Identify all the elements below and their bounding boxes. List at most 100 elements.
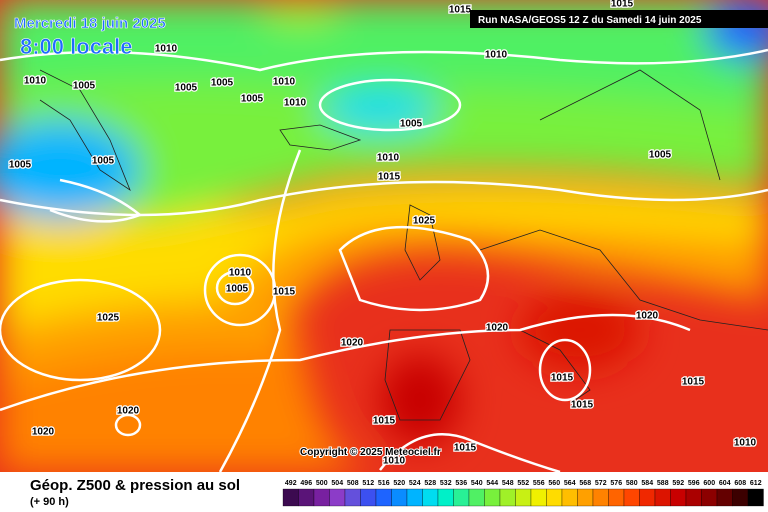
legend-title: Géop. Z500 & pression au sol bbox=[30, 477, 240, 494]
isobar-label: 1005 bbox=[241, 94, 264, 105]
scale-label: 584 bbox=[641, 480, 653, 487]
scale-label: 612 bbox=[750, 480, 762, 487]
isobar-label: 1005 bbox=[226, 284, 249, 295]
scale-label: 588 bbox=[657, 480, 669, 487]
scale-swatch bbox=[546, 488, 563, 507]
scale-label: 592 bbox=[672, 480, 684, 487]
isobar-label: 1015 bbox=[273, 287, 296, 298]
scale-swatch bbox=[561, 488, 578, 507]
isobar-label: 1015 bbox=[449, 5, 472, 16]
scale-swatch bbox=[484, 488, 501, 507]
isobar-label: 1005 bbox=[92, 156, 115, 167]
scale-label: 564 bbox=[564, 480, 576, 487]
scale-label: 508 bbox=[347, 480, 359, 487]
scale-swatch bbox=[453, 488, 470, 507]
scale-label: 552 bbox=[517, 480, 529, 487]
scale-label: 544 bbox=[486, 480, 498, 487]
isobar-label: 1005 bbox=[175, 83, 198, 94]
isobar-label: 1010 bbox=[377, 153, 400, 164]
scale-swatch bbox=[344, 488, 361, 507]
scale-swatch bbox=[577, 488, 594, 507]
scale-swatch bbox=[608, 488, 625, 507]
isobar-label: 1005 bbox=[211, 78, 234, 89]
isobar-label: 1020 bbox=[636, 311, 659, 322]
scale-label: 576 bbox=[610, 480, 622, 487]
isobar-label: 1025 bbox=[413, 216, 436, 227]
scale-swatch bbox=[499, 488, 516, 507]
isobar-label: 1015 bbox=[551, 373, 574, 384]
isobar-label: 1025 bbox=[97, 313, 120, 324]
scale-label: 528 bbox=[424, 480, 436, 487]
isobars bbox=[0, 48, 768, 474]
isobar-label: 1010 bbox=[485, 50, 508, 61]
isobar-label: 1020 bbox=[486, 323, 509, 334]
scale-swatch bbox=[360, 488, 377, 507]
scale-swatch bbox=[329, 488, 346, 507]
scale-label: 520 bbox=[393, 480, 405, 487]
scale-swatch bbox=[468, 488, 485, 507]
isobar-label: 1015 bbox=[373, 416, 396, 427]
scale-swatch bbox=[298, 488, 315, 507]
scale-label: 608 bbox=[734, 480, 746, 487]
forecast-time: 8:00 locale bbox=[20, 34, 133, 59]
scale-label: 572 bbox=[595, 480, 607, 487]
scale-swatch bbox=[701, 488, 718, 507]
copyright: Copyright © 2025 Meteociel.fr bbox=[300, 447, 441, 458]
scale-swatch bbox=[391, 488, 408, 507]
coastlines bbox=[39, 69, 768, 421]
isobar-labels: 1015 1015 1010 1010 1005 1005 1005 1010 1005 1010… bbox=[8, 0, 758, 468]
scale-label: 504 bbox=[331, 480, 343, 487]
scale-label: 568 bbox=[579, 480, 591, 487]
isobar-label: 1015 bbox=[454, 443, 477, 454]
scale-label: 548 bbox=[502, 480, 514, 487]
scale-swatch bbox=[282, 488, 299, 507]
scale-swatch bbox=[670, 488, 687, 507]
isobar-label: 1020 bbox=[32, 427, 55, 438]
scale-label: 516 bbox=[378, 480, 390, 487]
scale-label: 532 bbox=[440, 480, 452, 487]
scale-swatch bbox=[654, 488, 671, 507]
scale-label: 536 bbox=[455, 480, 467, 487]
scale-swatch bbox=[375, 488, 392, 507]
isobar-label: 1010 bbox=[273, 77, 296, 88]
scale-label: 496 bbox=[300, 480, 312, 487]
map-background bbox=[0, 0, 768, 472]
scale-label: 596 bbox=[688, 480, 700, 487]
isobar-label: 1005 bbox=[649, 150, 672, 161]
isobar-label: 1020 bbox=[117, 406, 140, 417]
scale-label: 556 bbox=[533, 480, 545, 487]
isobar-label: 1015 bbox=[378, 172, 401, 183]
scale-label: 492 bbox=[285, 480, 297, 487]
scale-swatch bbox=[422, 488, 439, 507]
isobar-label: 1015 bbox=[611, 0, 634, 10]
scale-label: 500 bbox=[316, 480, 328, 487]
scale-label: 524 bbox=[409, 480, 421, 487]
isobar-label: 1015 bbox=[571, 400, 594, 411]
isobar-label: 1020 bbox=[341, 338, 364, 349]
scale-label: 560 bbox=[548, 480, 560, 487]
scale-swatch bbox=[639, 488, 656, 507]
isobar-label: 1010 bbox=[383, 456, 406, 467]
scale-label: 580 bbox=[626, 480, 638, 487]
lead-time: (+ 90 h) bbox=[30, 496, 69, 508]
scale-swatch bbox=[592, 488, 609, 507]
scale-swatch bbox=[623, 488, 640, 507]
scale-swatch bbox=[406, 488, 423, 507]
scale-swatch bbox=[530, 488, 547, 507]
isobar-label: 1010 bbox=[284, 98, 307, 109]
isobar-label: 1015 bbox=[682, 377, 705, 388]
scale-swatch bbox=[515, 488, 532, 507]
isobar-label: 1005 bbox=[400, 119, 423, 130]
scale-swatch bbox=[732, 488, 749, 507]
isobar-label: 1010 bbox=[734, 438, 757, 449]
scale-label: 540 bbox=[471, 480, 483, 487]
scale-swatch bbox=[313, 488, 330, 507]
color-scale: 492 496 500 504 508 512 516 520 524 528 532 536 540 5… bbox=[282, 480, 764, 507]
run-info: Run NASA/GEOS5 12 Z du Samedi 14 juin 20… bbox=[478, 15, 702, 26]
scale-label: 512 bbox=[362, 480, 374, 487]
scale-label: 604 bbox=[719, 480, 731, 487]
isobar-label: 1010 bbox=[229, 268, 252, 279]
isobar-label: 1005 bbox=[73, 81, 96, 92]
scale-label: 600 bbox=[703, 480, 715, 487]
